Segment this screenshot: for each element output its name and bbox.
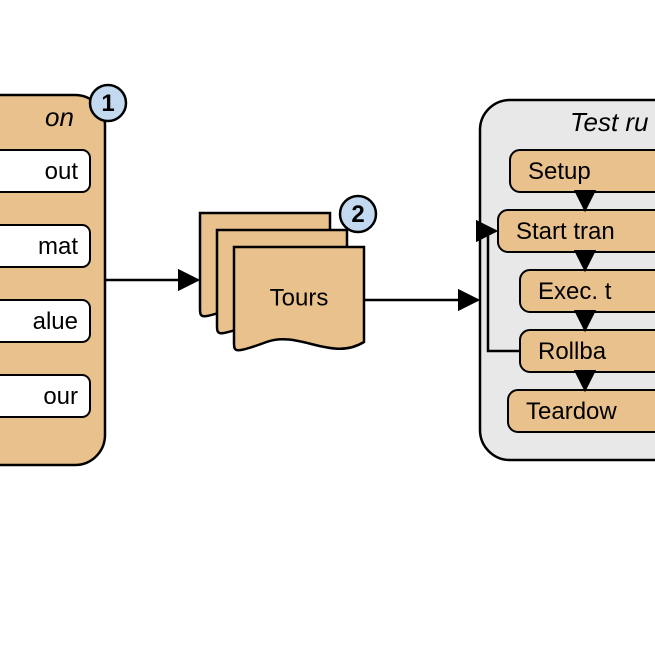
right-panel-step: Rollba xyxy=(520,330,655,372)
step-badge-number: 2 xyxy=(351,201,364,228)
right-panel-step: Teardow xyxy=(508,390,655,432)
left-panel-item: our xyxy=(0,375,90,417)
tours-stack: Tours xyxy=(200,213,364,350)
step-badge: 2 xyxy=(340,196,376,232)
right-panel-step: Exec. t xyxy=(520,270,655,312)
left-panel-title: on xyxy=(45,102,74,132)
right-panel-step: Start tran xyxy=(498,210,655,252)
left-panel: on out mat alue our xyxy=(0,95,105,465)
tours-label: Tours xyxy=(270,285,329,312)
left-panel-item-label: mat xyxy=(38,233,78,260)
right-panel-step-label: Start tran xyxy=(516,218,615,245)
left-panel-item: out xyxy=(0,150,90,192)
right-panel-title: Test ru xyxy=(570,107,649,137)
left-panel-item-label: out xyxy=(45,158,79,185)
step-badge: 1 xyxy=(90,85,126,121)
left-panel-item-label: our xyxy=(43,383,78,410)
left-panel-item-label: alue xyxy=(33,308,78,335)
right-panel-step-label: Rollba xyxy=(538,338,607,365)
right-panel-step-label: Exec. t xyxy=(538,278,612,305)
left-panel-item: alue xyxy=(0,300,90,342)
step-badge-number: 1 xyxy=(101,90,114,117)
right-panel-step-label: Teardow xyxy=(526,398,617,425)
left-panel-item: mat xyxy=(0,225,90,267)
right-panel: Test ru Setup Start tran Exec. t Rollba Teard… xyxy=(480,100,655,460)
right-panel-step: Setup xyxy=(510,150,655,192)
right-panel-step-label: Setup xyxy=(528,158,591,185)
